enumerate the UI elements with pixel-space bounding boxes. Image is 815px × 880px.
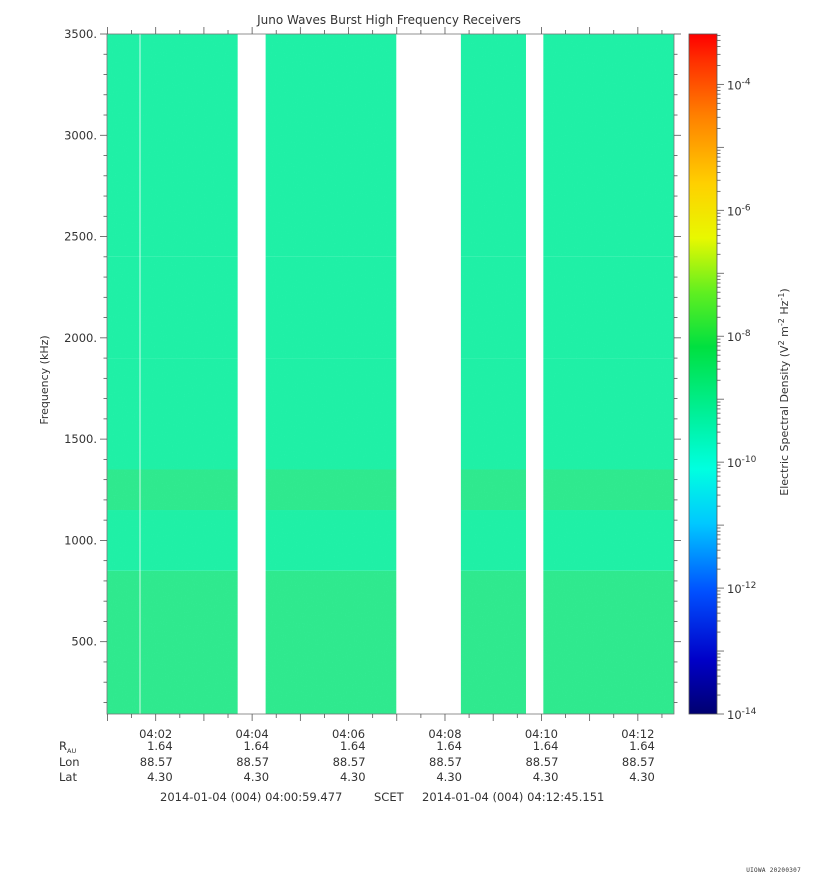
- y-tick-label: 3000.: [64, 128, 97, 142]
- ephemeris-value: 1.64: [436, 739, 462, 753]
- ephemeris-value: 88.57: [333, 755, 366, 769]
- ephemeris-row-label: RAU: [59, 739, 76, 755]
- y-axis: 500. 1000. 1500. 2000. 2500. 3000. 3500.: [64, 27, 681, 703]
- chart-title: Juno Waves Burst High Frequency Receiver…: [256, 13, 521, 27]
- data-gap: [396, 34, 461, 714]
- y-axis-label: Frequency (kHz): [38, 335, 51, 424]
- ephemeris-value: 1.64: [340, 739, 366, 753]
- ephemeris-value: 4.30: [533, 770, 559, 784]
- y-tick-label: 2000.: [64, 331, 97, 345]
- x-tick-label: 04:02: [139, 727, 172, 741]
- ephemeris-value: 88.57: [525, 755, 558, 769]
- ephemeris-value: 1.64: [244, 739, 270, 753]
- ephemeris-value: 88.57: [429, 755, 462, 769]
- ephemeris-value: 4.30: [436, 770, 462, 784]
- ephemeris-value: 1.64: [629, 739, 655, 753]
- colorbar-tick-label: 10-12: [727, 581, 756, 596]
- ephemeris-value: 1.64: [533, 739, 559, 753]
- colorbar-tick-label: 10-4: [727, 77, 751, 92]
- version-stamp: UIOWA 20200307: [746, 867, 801, 874]
- colorbar-axis: 10-4 10-6 10-8 10-10 10-12 10-14: [717, 34, 757, 722]
- x-tick-label: 04:06: [332, 727, 365, 741]
- colorbar-label: Electric Spectral Density (V2 m-2 Hz-1): [777, 288, 791, 495]
- ephemeris-row-label: Lat: [59, 770, 77, 784]
- y-tick-label: 1000.: [64, 533, 97, 547]
- colorbar-tick-label: 10-8: [727, 329, 751, 344]
- x-tick-label: 04:04: [236, 727, 269, 741]
- ephemeris-value: 4.30: [244, 770, 270, 784]
- ephemeris-value: 88.57: [622, 755, 655, 769]
- colorbar-tick-label: 10-10: [727, 455, 757, 470]
- ephemeris-value: 4.30: [147, 770, 173, 784]
- ephemeris-value: 88.57: [140, 755, 173, 769]
- ephemeris-value: 88.57: [236, 755, 269, 769]
- x-axis: 04:02 04:04 04:06 04:08 04:10 04:12: [107, 27, 663, 741]
- y-tick-label: 1500.: [64, 432, 97, 446]
- plot-frame: [106, 33, 675, 715]
- x-tick-label: 04:08: [428, 727, 461, 741]
- y-tick-label: 500.: [71, 635, 97, 649]
- time-span: 2014-01-04 (004) 04:00:59.477 SCET 2014-…: [160, 790, 604, 804]
- time-span-start: 2014-01-04 (004) 04:00:59.477: [160, 790, 342, 804]
- data-gap: [525, 34, 544, 714]
- ephemeris-value: 4.30: [340, 770, 366, 784]
- x-tick-label: 04:10: [525, 727, 558, 741]
- y-tick-label: 2500.: [64, 230, 97, 244]
- ephemeris-value: 1.64: [147, 739, 173, 753]
- time-span-label: SCET: [374, 790, 405, 804]
- colorbar: [688, 33, 718, 715]
- data-gaps: [237, 34, 544, 714]
- data-gap: [237, 34, 266, 714]
- spectrogram-noise: [107, 34, 674, 714]
- ephemeris-row-label: Lon: [59, 755, 80, 769]
- colorbar-tick-label: 10-14: [727, 707, 757, 722]
- x-tick-label: 04:12: [621, 727, 654, 741]
- time-span-end: 2014-01-04 (004) 04:12:45.151: [422, 790, 604, 804]
- y-tick-label: 3500.: [64, 27, 97, 41]
- colorbar-tick-label: 10-6: [727, 203, 751, 218]
- ephemeris-value: 4.30: [629, 770, 655, 784]
